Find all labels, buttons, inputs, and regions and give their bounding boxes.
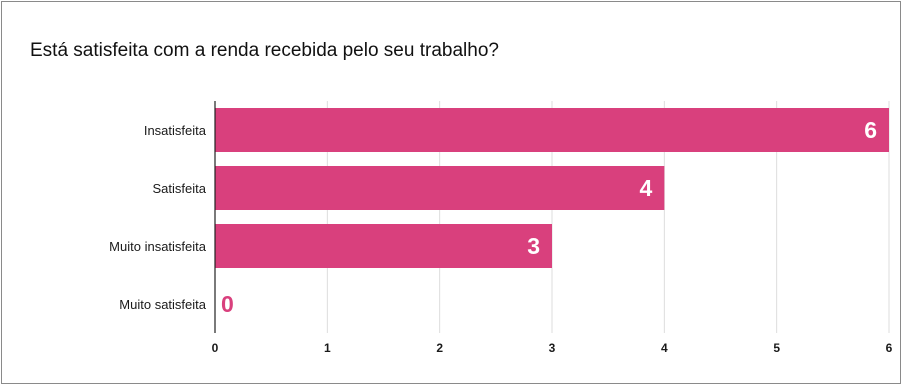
category-label: Muito satisfeita — [119, 297, 206, 312]
chart-title: Está satisfeita com a renda recebida pel… — [30, 40, 499, 61]
x-tick-label: 2 — [436, 341, 443, 355]
bars: 6 4 3 0 — [215, 108, 889, 317]
data-label: 0 — [221, 291, 234, 317]
x-tick-label: 3 — [549, 341, 556, 355]
data-label: 4 — [640, 175, 653, 201]
x-tick-label: 0 — [212, 341, 219, 355]
category-label: Muito insatisfeita — [109, 239, 207, 254]
data-label: 6 — [864, 117, 877, 143]
x-tick-label: 1 — [324, 341, 331, 355]
bar — [215, 224, 552, 268]
category-label: Insatisfeita — [144, 123, 207, 138]
x-tick-label: 4 — [661, 341, 668, 355]
bar — [215, 108, 889, 152]
value-axis: 0 1 2 3 4 5 6 — [212, 101, 893, 355]
bar — [215, 166, 665, 210]
category-label: Satisfeita — [153, 181, 207, 196]
data-label: 3 — [527, 233, 540, 259]
x-tick-label: 5 — [773, 341, 780, 355]
category-labels: Insatisfeita Satisfeita Muito insatisfeita… — [109, 123, 207, 312]
x-tick-label: 6 — [886, 341, 893, 355]
